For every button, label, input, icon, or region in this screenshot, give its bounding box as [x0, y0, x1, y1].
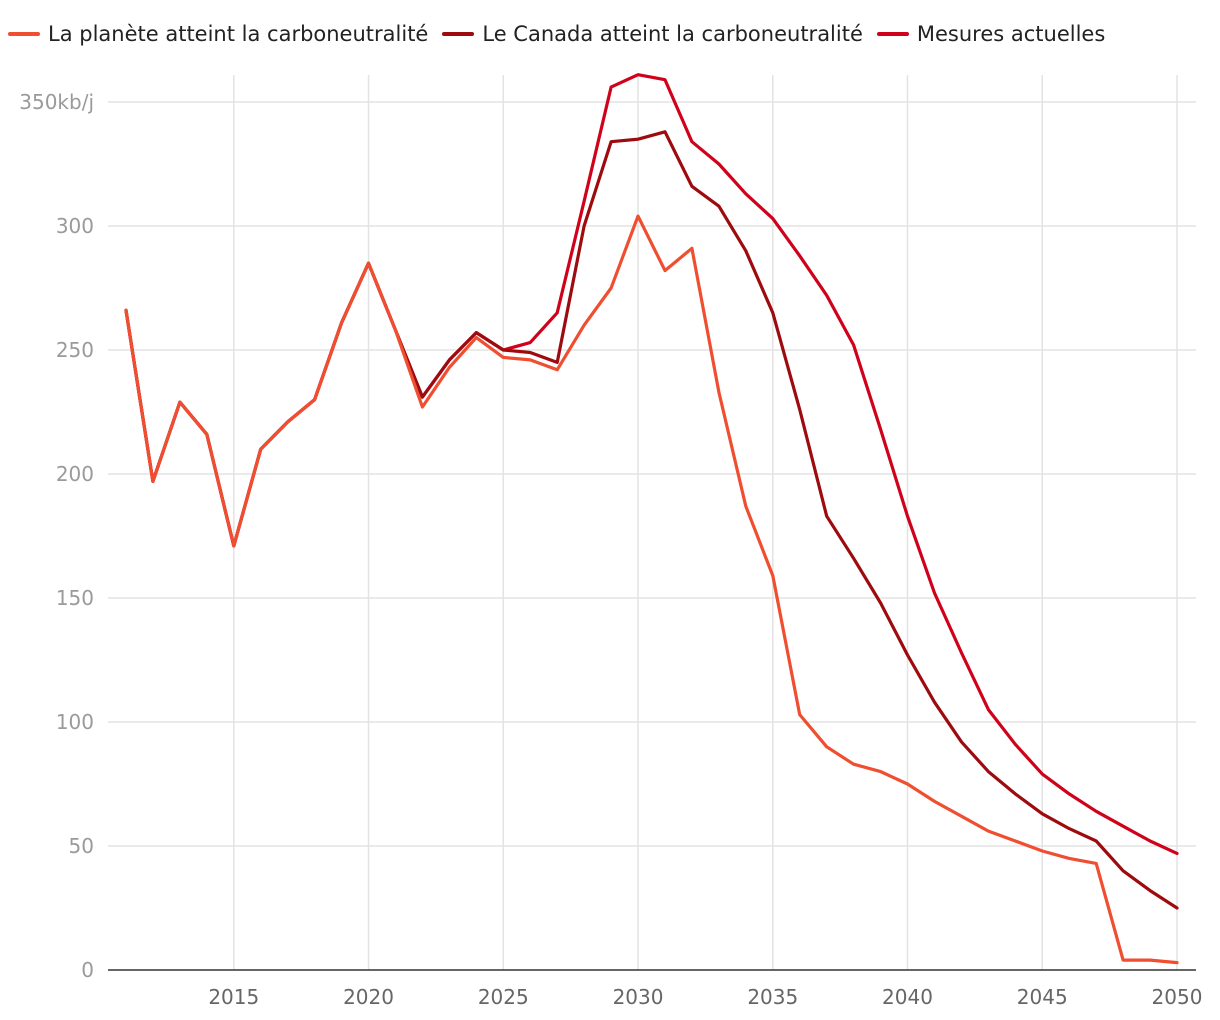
- y-tick-label-50: 50: [69, 834, 94, 858]
- y-tick-label-100: 100: [56, 710, 94, 734]
- y-tick-label-250: 250: [56, 338, 94, 362]
- legend-label-mesures: Mesures actuelles: [916, 22, 1106, 46]
- y-tick-label-300: 300: [56, 214, 94, 238]
- x-tick-label-2020: 2020: [343, 985, 394, 1009]
- x-tick-label-2040: 2040: [882, 985, 933, 1009]
- series-line-mesures: [124, 73, 1179, 856]
- legend-item-mesures: Mesures actuelles: [876, 22, 1106, 46]
- legend-swatch-mesures: [876, 32, 909, 36]
- legend-item-planete: La planète atteint la carboneutralité: [8, 22, 428, 46]
- y-tick-label-200: 200: [56, 462, 94, 486]
- tick-labels: 0 50 100 150 200 250 300 350kb/j 2015 2020 2025 203…: [19, 90, 1202, 1009]
- legend-swatch-canada: [442, 32, 475, 36]
- series-line-planete: [124, 214, 1179, 965]
- legend-swatch-planete: [8, 32, 40, 36]
- series-lines: [124, 73, 1179, 965]
- legend-label-canada: Le Canada atteint la carboneutralité: [482, 22, 863, 46]
- x-tick-label-2045: 2045: [1017, 985, 1068, 1009]
- legend-item-canada: Le Canada atteint la carboneutralité: [442, 22, 863, 46]
- x-tick-label-2030: 2030: [613, 985, 664, 1009]
- x-tick-label-2050: 2050: [1152, 985, 1203, 1009]
- y-tick-label-350: 350kb/j: [19, 90, 94, 114]
- series-line-canada: [124, 130, 1179, 910]
- legend-label-planete: La planète atteint la carboneutralité: [48, 22, 429, 46]
- x-tick-label-2025: 2025: [478, 985, 529, 1009]
- legend: La planète atteint la carboneutralité Le…: [8, 18, 1119, 50]
- y-tick-label-0: 0: [81, 958, 94, 982]
- x-tick-label-2035: 2035: [747, 985, 798, 1009]
- x-tick-label-2015: 2015: [208, 985, 259, 1009]
- grid: [108, 75, 1196, 970]
- y-tick-label-150: 150: [56, 586, 94, 610]
